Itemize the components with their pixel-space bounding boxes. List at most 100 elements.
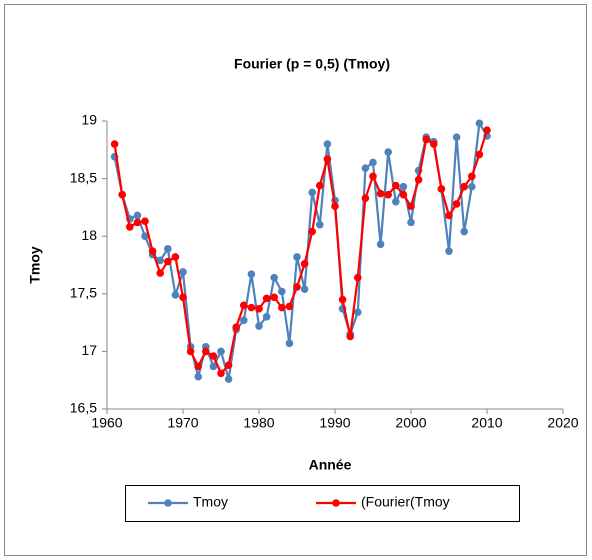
data-point	[369, 172, 377, 181]
x-tick-label: 1990	[319, 415, 350, 431]
data-point	[270, 273, 279, 282]
data-point	[346, 332, 355, 341]
data-point	[354, 273, 362, 282]
data-point	[445, 211, 453, 220]
data-point	[240, 316, 248, 325]
data-point	[164, 245, 172, 253]
data-point	[414, 175, 423, 184]
data-point	[141, 232, 149, 240]
chart-title: Fourier (p = 0,5) (Tmoy)	[234, 56, 390, 72]
data-point	[468, 182, 476, 191]
data-point	[376, 240, 385, 249]
legend-marker	[164, 499, 172, 507]
data-point	[148, 247, 157, 255]
data-point	[209, 352, 218, 360]
data-point	[133, 218, 142, 227]
data-point	[437, 185, 446, 193]
data-point	[278, 303, 286, 312]
data-point	[316, 220, 324, 229]
legend-marker	[332, 499, 340, 507]
data-point	[399, 190, 408, 199]
data-point	[300, 285, 309, 293]
data-point	[171, 253, 180, 261]
data-point	[369, 158, 377, 167]
x-axis-label: Année	[309, 457, 352, 473]
data-point	[156, 256, 164, 265]
data-point	[354, 308, 362, 317]
data-point	[262, 294, 271, 303]
data-point	[452, 200, 461, 208]
data-point	[224, 375, 233, 383]
data-point	[475, 119, 484, 128]
data-point	[262, 313, 271, 321]
data-point	[209, 362, 218, 371]
y-tick-label: 18	[81, 227, 97, 243]
data-point	[361, 164, 370, 173]
y-tick-label: 17,5	[70, 285, 97, 301]
data-point	[392, 181, 400, 190]
data-point	[392, 197, 400, 206]
data-point	[475, 150, 484, 159]
data-point	[460, 227, 469, 236]
data-point	[217, 347, 225, 356]
data-point	[308, 188, 317, 197]
data-point	[156, 269, 164, 277]
data-point	[316, 181, 324, 190]
data-point	[247, 303, 256, 312]
data-point	[270, 293, 279, 302]
data-point	[452, 133, 461, 141]
data-point	[376, 189, 385, 198]
data-point	[384, 148, 393, 156]
data-point	[384, 190, 393, 199]
legend-label: (Fourier(Tmoy	[361, 494, 450, 510]
data-point	[255, 322, 263, 330]
data-point	[171, 291, 180, 299]
data-point	[430, 140, 438, 148]
data-point	[110, 140, 119, 148]
y-tick-label: 19	[81, 112, 97, 128]
x-tick-label: 2010	[471, 415, 502, 431]
data-point	[483, 126, 491, 135]
data-point	[308, 227, 317, 236]
data-point	[468, 172, 476, 181]
data-point	[194, 362, 202, 371]
data-point	[331, 202, 339, 211]
data-point	[285, 302, 294, 311]
data-point	[240, 301, 248, 310]
data-point	[293, 253, 301, 261]
data-point	[323, 140, 332, 148]
data-point	[460, 182, 469, 191]
data-point	[399, 182, 408, 191]
data-point	[407, 218, 415, 227]
data-point	[164, 257, 172, 266]
y-tick-label: 16,5	[70, 400, 97, 416]
data-point	[255, 304, 263, 313]
legend-label: Tmoy	[193, 494, 228, 510]
data-point	[285, 339, 294, 348]
data-point	[179, 268, 187, 276]
data-point	[422, 135, 431, 144]
data-point	[126, 223, 134, 231]
x-tick-label: 1980	[243, 415, 274, 431]
data-point	[202, 347, 210, 356]
data-point	[407, 202, 415, 211]
data-point	[278, 287, 286, 296]
data-point	[186, 347, 195, 356]
x-tick-label: 2000	[395, 415, 426, 431]
data-point	[133, 211, 142, 220]
x-tick-label: 1960	[91, 415, 122, 431]
data-point	[179, 293, 187, 302]
series-line	[113, 129, 489, 376]
data-point	[224, 361, 233, 370]
data-point	[338, 295, 347, 304]
x-tick-label: 1970	[167, 415, 198, 431]
data-point	[217, 369, 225, 378]
data-point	[232, 323, 240, 332]
data-point	[323, 155, 332, 163]
data-point	[141, 217, 149, 226]
data-point	[445, 247, 453, 255]
data-point	[293, 283, 301, 291]
y-tick-label: 17	[81, 342, 97, 358]
data-point	[300, 260, 309, 268]
